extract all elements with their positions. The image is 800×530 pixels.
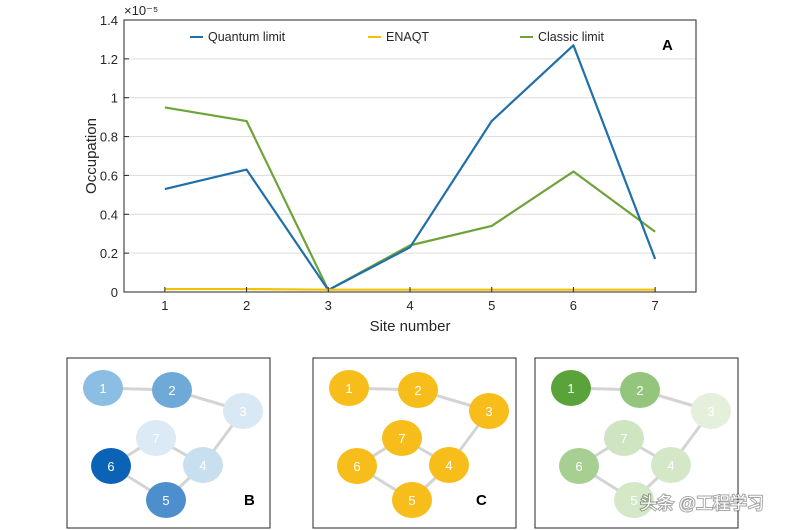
x-tick-label: 5 bbox=[488, 298, 495, 313]
x-tick-label: 3 bbox=[325, 298, 332, 313]
network-node-label: 5 bbox=[630, 493, 637, 508]
y-tick-label: 0.2 bbox=[100, 246, 118, 261]
network-node-label: 7 bbox=[398, 431, 405, 446]
network-node-2 bbox=[398, 372, 438, 408]
network-node-label: 6 bbox=[107, 459, 114, 474]
network-node-label: 6 bbox=[575, 459, 582, 474]
network-node-label: 2 bbox=[414, 383, 421, 398]
panel-label-c: C bbox=[476, 492, 487, 509]
network-node-2 bbox=[620, 372, 660, 408]
network-node-label: 3 bbox=[239, 404, 246, 419]
chart-panel-a: 0 0.2 0.4 0.6 0.8 1 1.2 1.4 1 2 3 4 5 6 7 ×10⁻⁵ Site … bbox=[83, 3, 697, 335]
y-tick-label: 1 bbox=[111, 91, 118, 106]
series-line-quantum-limit bbox=[164, 44, 657, 292]
network-node-3 bbox=[691, 393, 731, 429]
network-node-4 bbox=[429, 447, 469, 483]
network-node-label: 7 bbox=[620, 431, 627, 446]
plot-area bbox=[124, 20, 696, 292]
network-node-label: 4 bbox=[667, 458, 674, 473]
y-tick-label: 1.2 bbox=[100, 52, 118, 67]
network-node-7 bbox=[382, 420, 422, 456]
network-node-5 bbox=[614, 482, 654, 518]
y-tick-label: 0.6 bbox=[100, 168, 118, 183]
network-node-label: 7 bbox=[152, 431, 159, 446]
legend-label-quantum: Quantum limit bbox=[208, 30, 286, 44]
network-node-4 bbox=[183, 447, 223, 483]
network-node-1 bbox=[551, 370, 591, 406]
network-node-6 bbox=[559, 448, 599, 484]
y-tick-label: 0.8 bbox=[100, 130, 118, 145]
network-node-2 bbox=[152, 372, 192, 408]
network-node-label: 4 bbox=[199, 458, 206, 473]
network-node-5 bbox=[146, 482, 186, 518]
network-node-6 bbox=[91, 448, 131, 484]
network-node-1 bbox=[329, 370, 369, 406]
legend: Quantum limit ENAQT Classic limit bbox=[190, 30, 605, 44]
network-node-7 bbox=[136, 420, 176, 456]
network-node-label: 6 bbox=[353, 459, 360, 474]
x-tick-label: 4 bbox=[406, 298, 413, 313]
legend-label-classic: Classic limit bbox=[538, 30, 605, 44]
network-node-label: 1 bbox=[567, 381, 574, 396]
network-panel-b: 1 2 3 4 5 6 7 B bbox=[66, 357, 271, 529]
x-axis-ticks: 1 2 3 4 5 6 7 bbox=[161, 287, 659, 313]
network-node-label: 5 bbox=[162, 493, 169, 508]
panel-label-b: B bbox=[244, 492, 255, 509]
network-node-3 bbox=[223, 393, 263, 429]
network-node-label: 1 bbox=[99, 381, 106, 396]
network-node-3 bbox=[469, 393, 509, 429]
y-axis-ticks: 0 0.2 0.4 0.6 0.8 1 1.2 1.4 bbox=[100, 13, 129, 300]
x-tick-label: 2 bbox=[243, 298, 250, 313]
y-tick-label: 1.4 bbox=[100, 13, 118, 28]
network-node-6 bbox=[337, 448, 377, 484]
network-node-label: 4 bbox=[445, 458, 452, 473]
y-tick-label: 0.4 bbox=[100, 207, 118, 222]
network-node-label: 1 bbox=[345, 381, 352, 396]
y-tick-label: 0 bbox=[111, 285, 118, 300]
network-node-label: 5 bbox=[408, 493, 415, 508]
x-axis-title: Site number bbox=[370, 318, 451, 335]
network-panels: 1 2 3 4 5 6 7 B 1 2 3 4 5 6 7 C 1 2 3 4 5 6 7 bbox=[66, 357, 739, 529]
x-tick-label: 1 bbox=[161, 298, 168, 313]
network-panel-c: 1 2 3 4 5 6 7 C bbox=[312, 357, 517, 529]
network-node-7 bbox=[604, 420, 644, 456]
watermark: 头条 @工程学习 bbox=[640, 494, 764, 513]
network-node-label: 3 bbox=[485, 404, 492, 419]
panel-label-a: A bbox=[662, 37, 673, 54]
x-tick-label: 7 bbox=[652, 298, 659, 313]
network-panel-d: 1 2 3 4 5 6 7 bbox=[534, 357, 739, 529]
network-node-4 bbox=[651, 447, 691, 483]
y-axis-title: Occupation bbox=[83, 118, 100, 194]
legend-label-enaqt: ENAQT bbox=[386, 30, 429, 44]
network-node-label: 3 bbox=[707, 404, 714, 419]
network-node-label: 2 bbox=[636, 383, 643, 398]
network-node-label: 2 bbox=[168, 383, 175, 398]
x-tick-label: 6 bbox=[570, 298, 577, 313]
network-node-1 bbox=[83, 370, 123, 406]
network-node-5 bbox=[392, 482, 432, 518]
y-scale-note: ×10⁻⁵ bbox=[124, 3, 158, 18]
